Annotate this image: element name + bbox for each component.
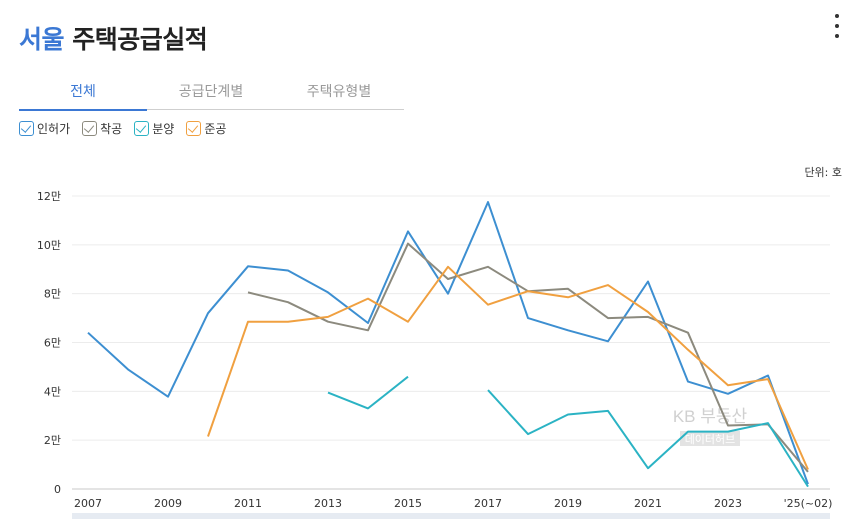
legend-item-start[interactable]: 착공 xyxy=(82,120,122,137)
checkbox-icon[interactable] xyxy=(82,121,98,136)
x-tick-label: 2023 xyxy=(714,497,742,510)
x-tick-label: 2017 xyxy=(474,497,502,510)
y-tick-label: 10만 xyxy=(37,239,61,252)
series-line-2[interactable] xyxy=(327,375,809,488)
legend-item-completion[interactable]: 준공 xyxy=(186,120,226,137)
page-title: 서울 주택공급실적 xyxy=(19,20,208,56)
legend-item-permit[interactable]: 인허가 xyxy=(19,120,70,137)
y-tick-label: 6만 xyxy=(44,337,61,350)
legend-item-sale[interactable]: 분양 xyxy=(134,120,174,137)
series-line-3[interactable] xyxy=(207,265,809,470)
x-tick-label: '25(~02) xyxy=(784,497,833,510)
scrollbar-track[interactable] xyxy=(72,513,830,519)
watermark-line2: 데이터허브 xyxy=(685,433,736,446)
checkbox-icon[interactable] xyxy=(19,121,34,136)
checkbox-icon[interactable] xyxy=(134,121,150,136)
legend: 인허가 착공 분양 준공 xyxy=(19,120,238,137)
more-options-icon[interactable] xyxy=(832,14,842,38)
x-tick-label: 2007 xyxy=(74,497,102,510)
x-tick-label: 2019 xyxy=(554,497,582,510)
city-name: 서울 xyxy=(19,25,65,54)
tab-housing-type[interactable]: 주택유형별 xyxy=(306,84,372,100)
x-tick-label: 2009 xyxy=(154,497,182,510)
tab-supply-stage[interactable]: 공급단계별 xyxy=(178,84,244,100)
y-tick-label: 2만 xyxy=(44,434,61,447)
legend-label: 착공 xyxy=(100,122,123,136)
x-tick-label: 2015 xyxy=(394,497,422,510)
y-tick-label: 8만 xyxy=(44,288,61,301)
checkbox-icon[interactable] xyxy=(186,121,202,136)
tab-all[interactable]: 전체 xyxy=(19,78,147,111)
title-text: 주택공급실적 xyxy=(72,25,208,54)
x-tick-label: 2013 xyxy=(314,497,342,510)
watermark-line1: KB 부동산 xyxy=(673,407,748,426)
x-tick-label: 2011 xyxy=(234,497,262,510)
legend-label: 인허가 xyxy=(37,122,71,136)
legend-label: 준공 xyxy=(204,122,227,136)
y-tick-label: 0 xyxy=(54,483,61,496)
series-line-0[interactable] xyxy=(87,201,809,485)
x-tick-label: 2021 xyxy=(634,497,662,510)
unit-label: 단위: 호 xyxy=(804,166,842,179)
y-tick-label: 12만 xyxy=(37,190,61,203)
legend-label: 분양 xyxy=(152,122,175,136)
y-tick-label: 4만 xyxy=(44,385,61,398)
tab-bar: 전체 공급단계별 주택유형별 xyxy=(19,78,404,111)
watermark: KB 부동산 데이터허브 xyxy=(673,407,748,446)
